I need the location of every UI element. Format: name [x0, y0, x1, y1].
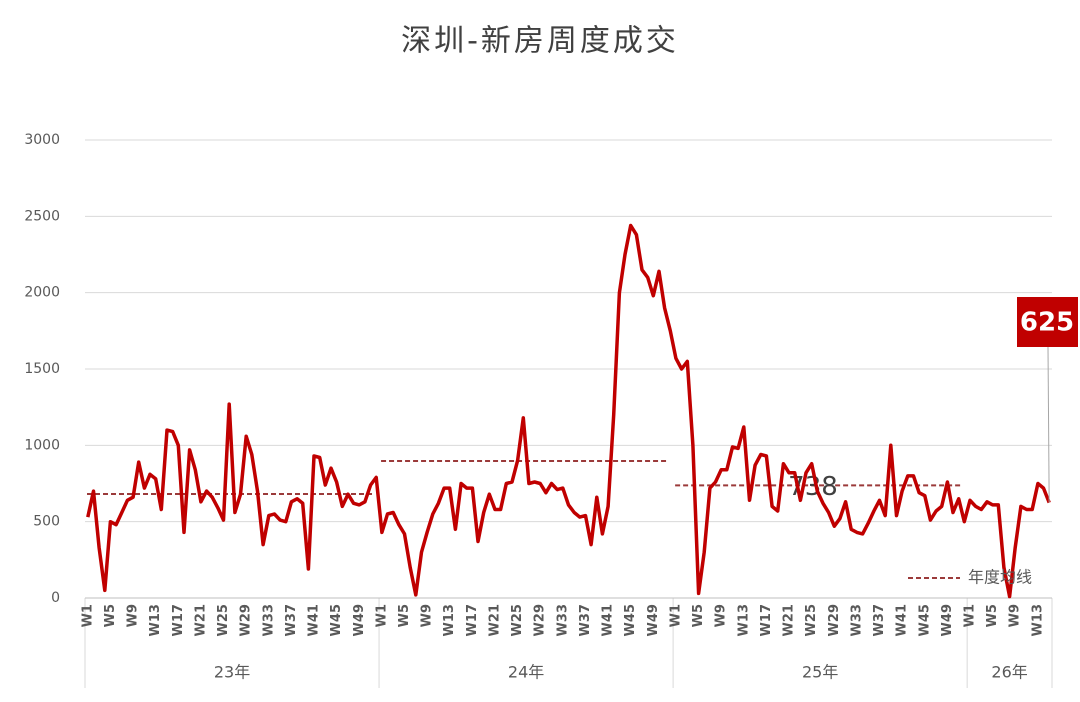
chart-title: 深圳-新房周度成交 — [401, 24, 679, 59]
x-tick-label: W45 — [623, 604, 638, 636]
x-tick-label: W9 — [126, 604, 141, 627]
x-tick-label: W25 — [804, 604, 819, 636]
callout-leader — [1047, 346, 1050, 503]
x-tick-label: W1 — [374, 604, 389, 627]
x-tick-label: W5 — [397, 604, 412, 627]
x-tick-label: W13 — [736, 604, 751, 636]
x-tick-label: W49 — [646, 604, 661, 636]
y-tick-label: 2500 — [24, 208, 60, 224]
x-tick-label: W21 — [782, 604, 797, 636]
x-tick-label: W29 — [239, 604, 254, 636]
y-tick-label: 1000 — [24, 437, 60, 453]
x-tick-label: W37 — [284, 604, 299, 636]
x-tick-label: W41 — [601, 604, 616, 636]
group-label: 23年 — [214, 663, 250, 682]
x-tick-label: W9 — [420, 604, 435, 627]
x-tick-label: W1 — [963, 604, 978, 627]
x-tick-label: W29 — [533, 604, 548, 636]
x-tick-label: W21 — [487, 604, 502, 636]
x-tick-label: W5 — [691, 604, 706, 627]
x-tick-label: W5 — [985, 604, 1000, 627]
x-tick-label: W41 — [895, 604, 910, 636]
x-tick-label: W9 — [714, 604, 729, 627]
x-tick-label: W33 — [261, 604, 276, 636]
y-tick-label: 2000 — [24, 285, 60, 301]
x-tick-label: W49 — [940, 604, 955, 636]
legend-label: 年度均线 — [968, 568, 1032, 587]
x-tick-label: W45 — [329, 604, 344, 636]
x-tick-label: W9 — [1008, 604, 1023, 627]
x-tick-label: W45 — [917, 604, 932, 636]
series-line — [86, 223, 1051, 599]
callout-label: 625 — [1020, 308, 1074, 338]
x-tick-label: W41 — [307, 604, 322, 636]
x-tick-label: W13 — [442, 604, 457, 636]
x-tick-label: W21 — [193, 604, 208, 636]
y-tick-label: 1500 — [24, 361, 60, 377]
x-tick-label: W37 — [872, 604, 887, 636]
x-tick-label: W17 — [759, 604, 774, 636]
x-tick-label: W25 — [216, 604, 231, 636]
y-tick-label: 0 — [51, 590, 60, 606]
group-label: 24年 — [508, 663, 544, 682]
callout-box — [1017, 297, 1078, 347]
x-tick-label: W37 — [578, 604, 593, 636]
x-tick-label: W29 — [827, 604, 842, 636]
x-tick-label: W49 — [352, 604, 367, 636]
x-tick-label: W5 — [103, 604, 118, 627]
x-tick-label: W17 — [171, 604, 186, 636]
group-label: 26年 — [991, 663, 1027, 682]
x-tick-label: W1 — [80, 604, 95, 627]
x-tick-label: W13 — [1030, 604, 1045, 636]
x-tick-label: W1 — [668, 604, 683, 627]
x-tick-label: W13 — [148, 604, 163, 636]
y-tick-label: 500 — [33, 514, 60, 530]
group-label: 25年 — [802, 663, 838, 682]
x-tick-label: W33 — [849, 604, 864, 636]
x-tick-label: W33 — [555, 604, 570, 636]
y-tick-label: 3000 — [24, 132, 60, 148]
x-tick-label: W17 — [465, 604, 480, 636]
x-tick-label: W25 — [510, 604, 525, 636]
